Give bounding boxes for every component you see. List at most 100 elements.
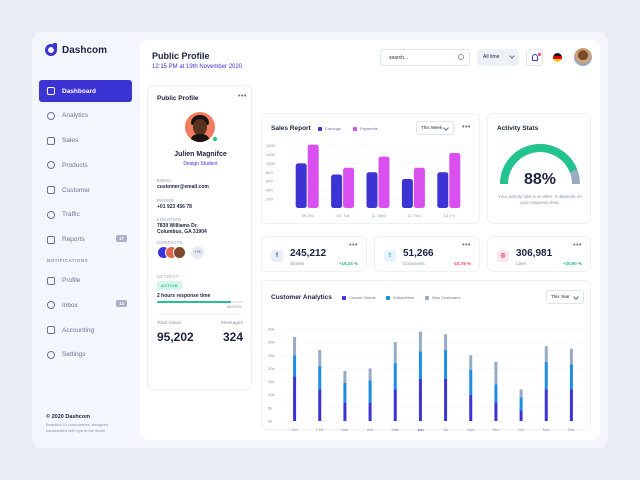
- analytics-legend-current: Current Clients: [342, 295, 376, 300]
- sales-bar-payments[interactable]: [378, 156, 390, 208]
- analytics-bar-segment[interactable]: [393, 389, 397, 421]
- analytics-bar-segment[interactable]: [519, 410, 523, 421]
- stat-more-icon[interactable]: •••: [349, 242, 358, 249]
- app-frame: Dashcom Dashboard Analytics Sales Products C…: [32, 32, 608, 448]
- stat-more-icon[interactable]: •••: [462, 242, 471, 249]
- page-subtitle: 12:15 PM at 19th November 2020: [152, 64, 243, 70]
- y-tick-label: 600: [266, 179, 273, 184]
- twitter-icon: t: [384, 250, 396, 262]
- analytics-bar-segment[interactable]: [393, 342, 397, 364]
- analytics-bar-segment[interactable]: [519, 389, 523, 398]
- contacts-more-badge[interactable]: +76: [191, 246, 204, 259]
- analytics-bar-segment[interactable]: [293, 336, 297, 356]
- stat-value: 306,981: [516, 248, 553, 259]
- y-tick-label: 1400: [266, 143, 276, 148]
- messages-value: 324: [223, 330, 244, 344]
- analytics-bar-segment[interactable]: [343, 382, 347, 403]
- sales-bar-payments[interactable]: [343, 167, 355, 208]
- analytics-bar-segment[interactable]: [393, 363, 397, 390]
- sidebar-item-sales[interactable]: Sales: [39, 130, 132, 152]
- analytics-bar-segment[interactable]: [293, 355, 297, 377]
- analytics-bar-segment[interactable]: [569, 389, 573, 421]
- analytics-bar-segment[interactable]: [494, 384, 498, 403]
- sales-bar-payments[interactable]: [449, 153, 461, 208]
- analytics-bar-segment[interactable]: [544, 389, 548, 421]
- y-tick-label: 1200: [266, 152, 276, 157]
- time-filter-select[interactable]: All time: [477, 49, 519, 66]
- active-status-badge: ACTIVE: [157, 281, 183, 290]
- analytics-year-value: This Year: [551, 294, 570, 299]
- y-tick-label: 5k: [268, 405, 272, 410]
- sidebar-item-inbox[interactable]: Inbox 14: [39, 294, 132, 316]
- sales-week-select[interactable]: This Week: [416, 121, 454, 135]
- analytics-bar-segment[interactable]: [469, 355, 473, 370]
- analytics-bar-segment[interactable]: [469, 369, 473, 395]
- analytics-bar-segment[interactable]: [418, 351, 422, 379]
- legend-swatch: [318, 126, 322, 131]
- analytics-bar-segment[interactable]: [368, 368, 372, 381]
- avatar-face: [193, 119, 207, 135]
- analytics-bar-segment[interactable]: [318, 389, 322, 421]
- sidebar-item-profile[interactable]: Profile: [39, 270, 132, 292]
- analytics-bar-segment[interactable]: [469, 394, 473, 421]
- analytics-bar-segment[interactable]: [368, 380, 372, 403]
- german-flag-icon[interactable]: [553, 53, 562, 62]
- activity-stats-title: Activity Stats: [497, 125, 539, 132]
- stat-value: 51,266: [403, 248, 434, 259]
- analytics-bar-segment[interactable]: [519, 397, 523, 411]
- analytics-bar-segment[interactable]: [318, 365, 322, 390]
- analytics-bar-segment[interactable]: [418, 331, 422, 352]
- sales-bar-earnings[interactable]: [401, 178, 413, 208]
- analytics-bar-segment[interactable]: [368, 402, 372, 421]
- sales-more-icon[interactable]: •••: [462, 124, 471, 131]
- sidebar-item-customer[interactable]: Customer: [39, 179, 132, 201]
- sidebar-item-traffic[interactable]: Traffic: [39, 204, 132, 226]
- email-value[interactable]: customer@email.com: [157, 184, 209, 190]
- analytics-bar-segment[interactable]: [444, 334, 448, 351]
- x-tick-label: 13. Fri: [444, 213, 455, 218]
- analytics-bar-segment[interactable]: [494, 402, 498, 421]
- profile-card-title: Public Profile: [157, 95, 199, 102]
- profile-more-icon[interactable]: •••: [238, 93, 247, 100]
- analytics-bar-segment[interactable]: [343, 402, 347, 421]
- contact-avatar[interactable]: [173, 246, 186, 259]
- analytics-bar-segment[interactable]: [444, 378, 448, 421]
- analytics-bar-segment[interactable]: [544, 361, 548, 390]
- analytics-bar-segment[interactable]: [318, 350, 322, 366]
- user-avatar[interactable]: [574, 48, 592, 66]
- customer-analytics-chart: 0k 5k 10k 15k 20k 25k 30k 40k Jan Feb Mar Apr May Jun…: [268, 327, 584, 431]
- sidebar-item-analytics[interactable]: Analytics: [39, 105, 132, 127]
- sidebar-item-dashboard[interactable]: Dashboard: [39, 80, 132, 102]
- sidebar-item-products[interactable]: Products: [39, 154, 132, 176]
- analytics-bar-segment[interactable]: [418, 378, 422, 421]
- phone-value: +01 923 456 78: [157, 204, 192, 210]
- analytics-bar-segment[interactable]: [569, 364, 573, 390]
- sales-bar-earnings[interactable]: [437, 172, 449, 208]
- sales-bar-payments[interactable]: [413, 167, 425, 208]
- sidebar-item-accounting[interactable]: Accounting: [39, 319, 132, 341]
- analytics-bar-segment[interactable]: [569, 348, 573, 365]
- sidebar-item-label: Dashboard: [62, 87, 96, 95]
- notifications-button[interactable]: [526, 49, 543, 66]
- analytics-bar-segment[interactable]: [444, 350, 448, 379]
- search-icon[interactable]: [458, 54, 464, 60]
- analytics-bar-segment[interactable]: [293, 376, 297, 421]
- stat-more-icon[interactable]: •••: [573, 242, 582, 249]
- analytics-year-select[interactable]: This Year: [546, 290, 584, 304]
- sidebar-item-reports[interactable]: Reports 17: [39, 229, 132, 251]
- y-tick-label: 20k: [268, 366, 274, 371]
- logo[interactable]: Dashcom: [45, 43, 107, 56]
- analytics-bar-segment[interactable]: [544, 346, 548, 362]
- analytics-bar-segment[interactable]: [343, 371, 347, 383]
- sidebar-item-label: Settings: [62, 351, 86, 359]
- sales-bar-payments[interactable]: [307, 144, 319, 208]
- sales-bar-earnings[interactable]: [366, 172, 378, 208]
- instagram-icon: ◎: [497, 250, 509, 262]
- analytics-bar-segment[interactable]: [494, 361, 498, 385]
- sidebar-item-settings[interactable]: Settings: [39, 344, 132, 366]
- stat-label: Comments: [403, 261, 425, 266]
- sales-bar-earnings[interactable]: [331, 174, 343, 209]
- x-tick-label: 11. Wed: [371, 213, 386, 218]
- search-input[interactable]: [380, 49, 470, 66]
- sales-bar-earnings[interactable]: [295, 163, 307, 208]
